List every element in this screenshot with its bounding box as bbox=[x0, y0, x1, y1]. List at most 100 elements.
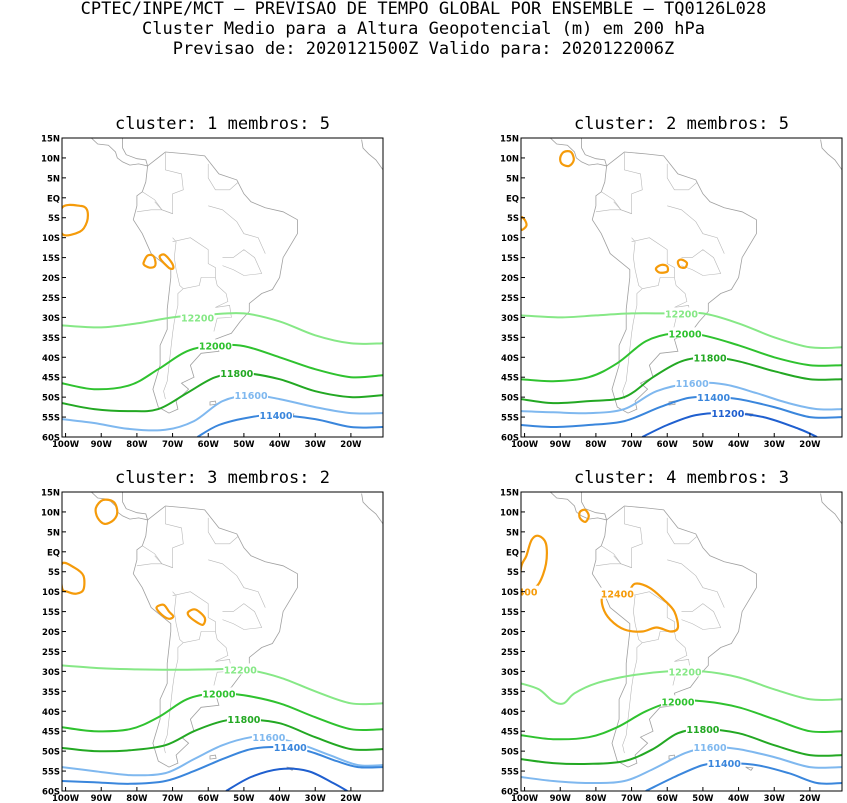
y-tick-label: 10N bbox=[41, 154, 60, 164]
y-tick-label: 55S bbox=[42, 768, 60, 778]
contour-label-background bbox=[660, 695, 695, 707]
central-america-coastline bbox=[62, 138, 149, 167]
x-tick-label: 50W bbox=[233, 440, 255, 450]
south-georgia-outline bbox=[745, 766, 754, 771]
cluster-panel-1: 12200 12000 11800 11600 11400 cluster: 1 memb… bbox=[41, 114, 384, 450]
y-tick-label: 40S bbox=[501, 708, 519, 718]
contour-label-background bbox=[223, 663, 258, 675]
x-tick-label: 60W bbox=[657, 794, 679, 803]
y-tick-label: 40S bbox=[42, 354, 60, 364]
country-border bbox=[136, 209, 173, 214]
x-tick-label: 70W bbox=[162, 794, 184, 803]
south-america-coastline bbox=[591, 151, 757, 414]
contour-label-11800: 11800 bbox=[686, 725, 719, 736]
y-tick-label: 15S bbox=[42, 608, 60, 618]
x-tick-label: 40W bbox=[728, 440, 750, 450]
y-tick-label: 40S bbox=[501, 354, 519, 364]
contour-line-11800 bbox=[521, 356, 842, 405]
y-tick-label: 55S bbox=[501, 414, 519, 424]
contour-label-12400: 12400 bbox=[504, 588, 537, 599]
contour-label-background bbox=[273, 741, 308, 753]
y-tick-label: 5N bbox=[47, 528, 60, 538]
contour-label-11600: 11600 bbox=[252, 733, 285, 744]
x-tick-label: 30W bbox=[764, 440, 786, 450]
y-tick-label: 5S bbox=[507, 214, 519, 224]
contour-label-12200: 12200 bbox=[669, 667, 702, 678]
contour-line-12400 bbox=[676, 258, 689, 269]
cluster-panel-2: 12200 12000 11800 11600 11400 11200 cluster: 2… bbox=[500, 114, 843, 450]
y-tick-label: EQ bbox=[506, 548, 519, 558]
country-border bbox=[222, 249, 263, 276]
central-america-coastline bbox=[62, 492, 149, 521]
y-tick-label: 10N bbox=[500, 508, 519, 518]
y-tick-label: 45S bbox=[42, 728, 60, 738]
y-tick-label: 50S bbox=[501, 394, 519, 404]
x-tick-label: 30W bbox=[305, 440, 327, 450]
contour-label-background bbox=[226, 713, 261, 725]
x-tick-label: 100W bbox=[511, 794, 539, 803]
y-tick-label: 15S bbox=[42, 254, 60, 264]
contour-label-background bbox=[219, 367, 254, 379]
y-tick-label: 10N bbox=[41, 508, 60, 518]
y-tick-label: 5S bbox=[507, 568, 519, 578]
x-tick-label: 40W bbox=[269, 794, 291, 803]
y-tick-label: 30S bbox=[501, 314, 519, 324]
chart-title-line2: Cluster Medio para a Altura Geopotencial… bbox=[142, 19, 705, 39]
x-tick-label: 100W bbox=[52, 440, 80, 450]
y-tick-label: 30S bbox=[501, 668, 519, 678]
contour-line-12400 bbox=[559, 150, 575, 168]
y-tick-label: 25S bbox=[42, 648, 60, 658]
africa-coastline bbox=[820, 139, 842, 174]
contour-line-11800 bbox=[62, 372, 383, 413]
plot-frame bbox=[520, 137, 843, 438]
contour-label-11600: 11600 bbox=[676, 379, 709, 390]
country-border bbox=[681, 603, 722, 630]
country-border bbox=[207, 163, 239, 191]
south-america-coastline bbox=[132, 151, 298, 414]
country-border bbox=[595, 209, 632, 214]
contour-label-background bbox=[696, 391, 731, 403]
x-tick-label: 40W bbox=[269, 440, 291, 450]
country-border bbox=[172, 591, 216, 643]
contour-label-background bbox=[710, 407, 745, 419]
contour-line-11600 bbox=[62, 394, 383, 432]
y-tick-label: 35S bbox=[42, 688, 60, 698]
contour-label-11400: 11400 bbox=[259, 411, 292, 422]
contour-label-12000: 12000 bbox=[669, 329, 702, 340]
plot-frame bbox=[61, 137, 384, 438]
country-border bbox=[631, 591, 675, 643]
y-tick-label: EQ bbox=[506, 194, 519, 204]
y-tick-label: 55S bbox=[42, 414, 60, 424]
country-border bbox=[613, 506, 643, 569]
x-tick-label: 20W bbox=[340, 440, 362, 450]
y-tick-label: EQ bbox=[47, 548, 60, 558]
x-tick-label: 50W bbox=[233, 794, 255, 803]
country-border bbox=[154, 152, 184, 215]
x-tick-label: 70W bbox=[162, 440, 184, 450]
country-border bbox=[667, 205, 725, 254]
y-tick-label: 50S bbox=[42, 394, 60, 404]
x-tick-label: 20W bbox=[799, 440, 821, 450]
contour-line-12400 bbox=[62, 203, 89, 237]
contour-label-11800: 11800 bbox=[694, 353, 727, 364]
contour-line-11400 bbox=[62, 746, 383, 785]
country-border bbox=[595, 563, 632, 568]
contour-line-12400 bbox=[654, 263, 670, 274]
x-tick-label: 70W bbox=[621, 794, 643, 803]
y-tick-label: 10S bbox=[501, 588, 519, 598]
x-tick-label: 100W bbox=[511, 440, 539, 450]
x-tick-label: 80W bbox=[585, 440, 607, 450]
contour-line-12400 bbox=[521, 534, 548, 595]
x-tick-label: 20W bbox=[799, 794, 821, 803]
y-tick-label: 25S bbox=[501, 648, 519, 658]
contour-line-12400 bbox=[94, 498, 119, 526]
y-tick-label: 15S bbox=[501, 608, 519, 618]
country-border bbox=[631, 237, 675, 289]
contour-label-background bbox=[707, 757, 742, 769]
y-tick-label: 25S bbox=[501, 294, 519, 304]
chart-title-line3: Previsao de: 2020121500Z Valido para: 20… bbox=[172, 39, 675, 59]
contour-label-12000: 12000 bbox=[202, 689, 235, 700]
contour-line-12400 bbox=[155, 603, 175, 620]
contour-line-11200 bbox=[225, 767, 348, 791]
